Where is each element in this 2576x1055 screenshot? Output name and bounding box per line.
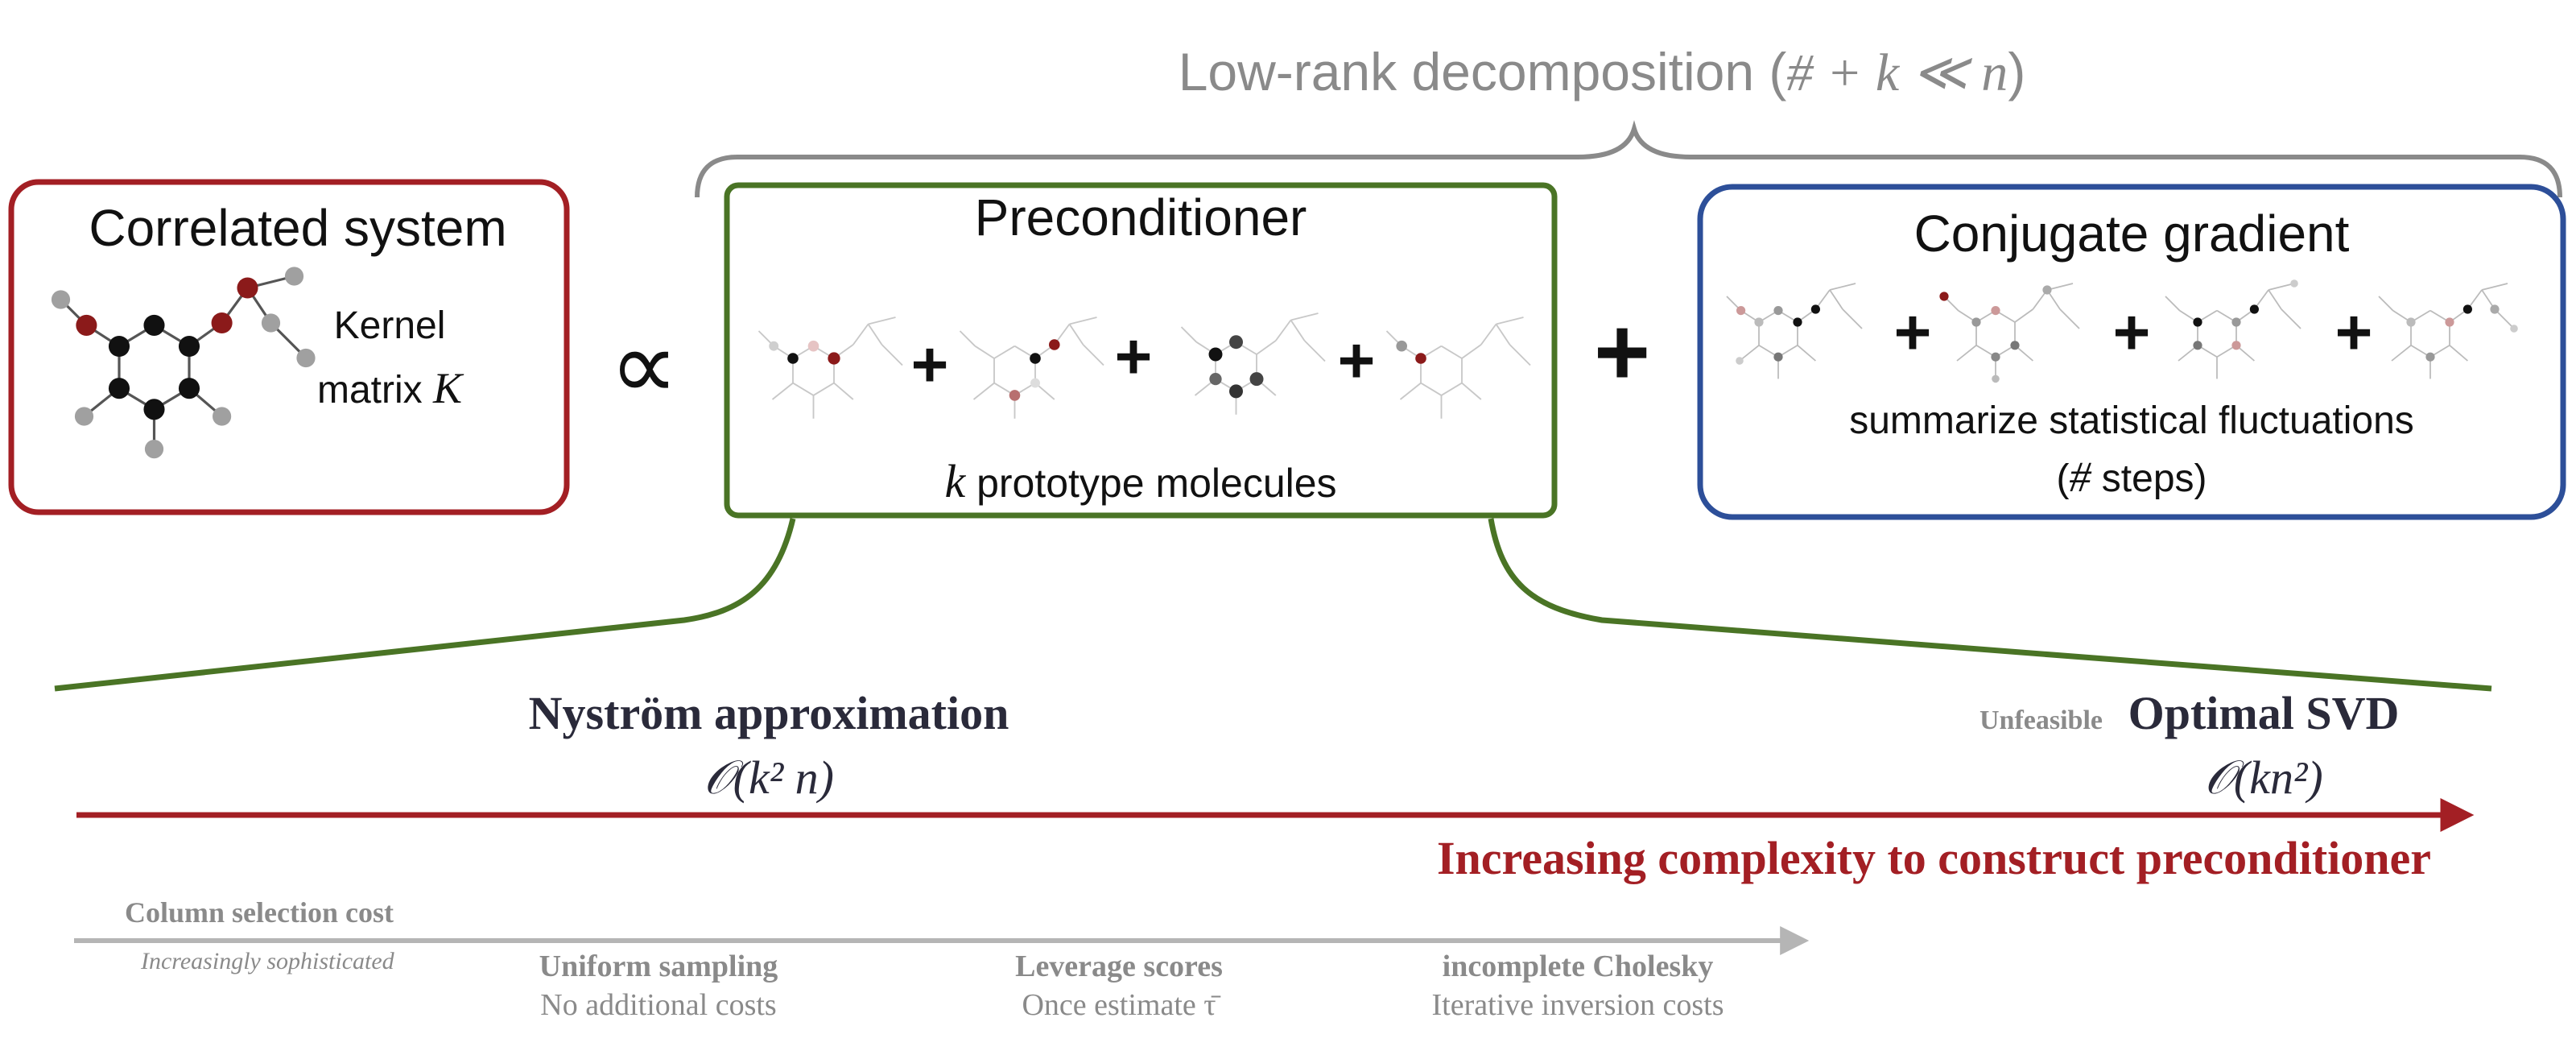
brace-label: Low-rank decomposition (# + k ≪ n)	[1179, 42, 2026, 102]
low-rank-brace	[695, 120, 2562, 198]
preconditioner-title: Preconditioner	[975, 188, 1307, 246]
complexity-arrow-label: Increasing complexity to construct preco…	[1437, 832, 2431, 884]
method-cost-uniform: No additional costs	[540, 988, 776, 1022]
proportional-symbol: ∝	[609, 312, 679, 420]
prec-plus-3: +	[1338, 325, 1376, 396]
prototype-molecule-4	[1385, 316, 1531, 419]
preconditioner-box	[724, 182, 1558, 519]
kernel-caption-line2: matrix K	[317, 364, 464, 412]
prototype-molecule-3	[1180, 312, 1326, 415]
cg-caption-line2: (# steps)	[2056, 453, 2207, 501]
correlated-system-title: Correlated system	[89, 199, 506, 257]
big-plus: +	[1594, 298, 1650, 406]
fluctuation-molecules	[1726, 279, 2518, 383]
fluctuation-molecule-2	[1939, 283, 2080, 383]
method-name-cholesky: incomplete Cholesky	[1443, 950, 1714, 983]
cg-plus-1: +	[1894, 296, 1932, 368]
prototype-molecule-1	[758, 316, 903, 419]
prec-plus-2: +	[1115, 321, 1153, 392]
prototype-molecules	[758, 312, 1531, 419]
cg-plus-3: +	[2335, 296, 2373, 368]
cg-caption-line1: summarize statistical fluctuations	[1849, 399, 2414, 442]
zoom-line-right	[1488, 518, 2492, 692]
nystrom-complexity: 𝒪(k² n)	[704, 751, 834, 804]
method-cost-cholesky: Iterative inversion costs	[1431, 988, 1724, 1022]
method-cost-leverage: Once estimate τ̄	[1022, 988, 1220, 1022]
correlated-system-box	[8, 179, 570, 515]
fluctuation-molecule-1	[1726, 283, 1863, 379]
fluctuation-molecule-4	[2378, 283, 2518, 379]
method-name-leverage: Leverage scores	[1015, 950, 1223, 983]
prototype-molecule-2	[959, 316, 1104, 419]
nystrom-title: Nyström approximation	[529, 687, 1009, 739]
cg-plus-2: +	[2113, 296, 2151, 368]
column-selection-subtitle: Increasingly sophisticated	[140, 948, 395, 974]
optimal-svd-title: Optimal SVD	[2128, 687, 2400, 739]
zoom-line-left	[54, 518, 796, 692]
prec-plus-1: +	[911, 329, 949, 400]
fluctuation-molecule-3	[2165, 279, 2301, 379]
kernel-caption-line1: Kernel	[334, 304, 446, 347]
correlated-molecule	[51, 267, 316, 459]
correlated-molecule-drawing	[51, 267, 316, 459]
preconditioner-caption: k prototype molecules	[944, 455, 1336, 507]
optimal-svd-complexity: 𝒪(kn²)	[2204, 751, 2322, 804]
conjugate-gradient-box	[1697, 184, 2566, 520]
column-selection-title: Column selection cost	[125, 896, 394, 929]
unfeasible-tag: Unfeasible	[1979, 705, 2103, 735]
conjugate-gradient-title: Conjugate gradient	[1914, 205, 2350, 263]
method-name-uniform: Uniform sampling	[539, 950, 778, 983]
